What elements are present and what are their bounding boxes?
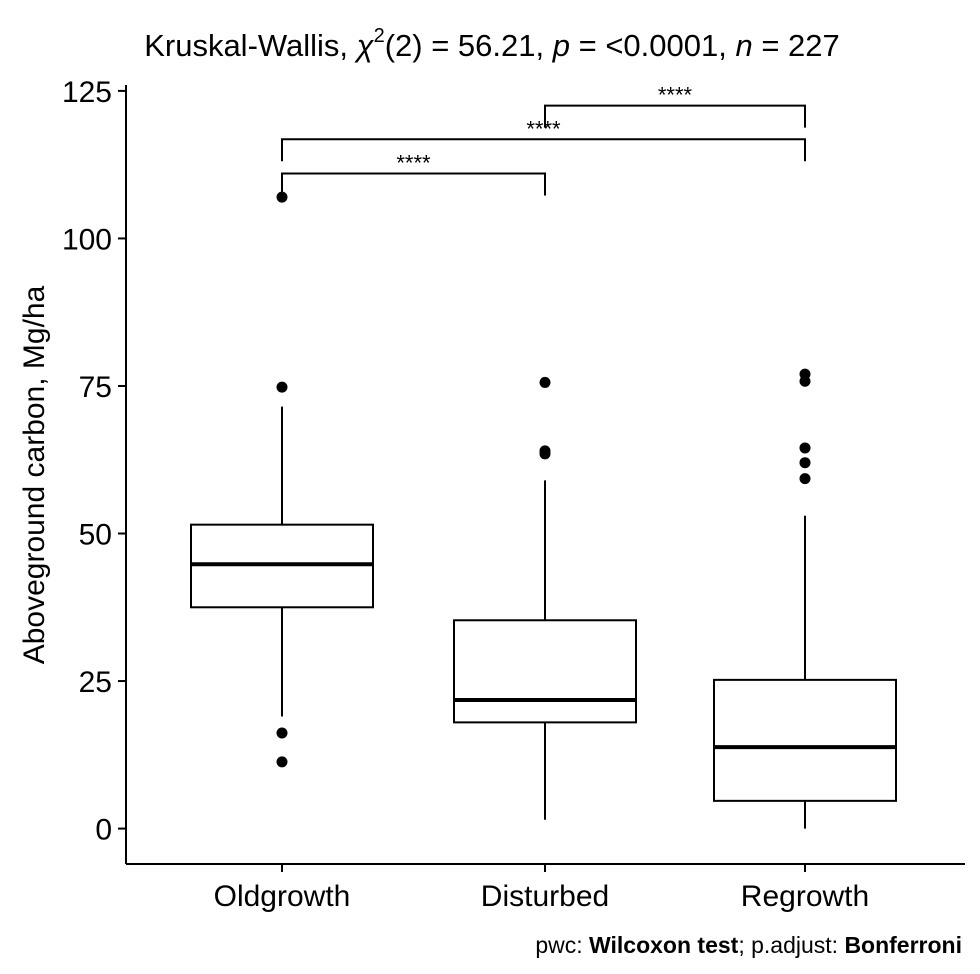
y-tick-label: 75 xyxy=(79,371,112,404)
outlier-point xyxy=(276,381,288,393)
significance-label: **** xyxy=(396,151,431,176)
bracket-line xyxy=(281,172,546,196)
bracket-line xyxy=(544,104,806,128)
title-prefix: Kruskal-Wallis, xyxy=(144,28,356,63)
title-chi-superscript: 2 xyxy=(374,25,385,47)
comparison-oldgrowth-regrowth: **** xyxy=(281,116,806,162)
iqr-box xyxy=(713,678,897,802)
box-oldgrowth xyxy=(190,191,374,768)
outlier-point xyxy=(799,442,811,454)
outlier-point xyxy=(799,457,811,469)
outlier-point xyxy=(276,756,288,768)
x-ticks: Oldgrowth Disturbed Regrowth xyxy=(214,864,869,913)
outlier-point xyxy=(276,191,288,203)
y-tick-label: 25 xyxy=(79,666,112,699)
y-ticks: 0 25 50 75 100 125 xyxy=(62,76,126,847)
y-tick-label: 0 xyxy=(95,814,112,847)
caption: pwc: Wilcoxon test; p.adjust: Bonferroni xyxy=(535,932,962,958)
boxes-layer xyxy=(190,191,897,829)
caption-pwc-label: pwc: xyxy=(535,932,589,958)
outlier-point xyxy=(539,448,551,460)
outlier-point xyxy=(539,376,551,388)
outlier-point xyxy=(276,727,288,739)
y-tick-label: 100 xyxy=(62,223,112,256)
x-tick-label: Disturbed xyxy=(481,880,609,913)
comparison-oldgrowth-disturbed: **** xyxy=(281,151,546,196)
significance-label: **** xyxy=(526,116,561,141)
caption-adjust-value: Bonferroni xyxy=(844,932,962,958)
outlier-point xyxy=(799,473,811,485)
y-tick-label: 125 xyxy=(62,76,112,109)
title-p-label: p xyxy=(552,28,570,63)
title-n-value: = 227 xyxy=(753,28,840,63)
y-axis-label: Aboveground carbon, Mg/ha xyxy=(18,285,51,664)
comparison-disturbed-regrowth: **** xyxy=(544,83,806,128)
box-disturbed xyxy=(453,376,637,820)
comparison-brackets: **** **** **** xyxy=(281,83,806,196)
box-regrowth xyxy=(713,368,897,829)
y-tick-label: 50 xyxy=(79,519,112,552)
caption-pwc-value: Wilcoxon test xyxy=(589,932,739,958)
title-n-label: n xyxy=(735,28,752,63)
iqr-box xyxy=(453,619,637,724)
chart-title: Kruskal-Wallis, χ2(2) = 56.21, p = <0.00… xyxy=(144,25,840,63)
outlier-point xyxy=(799,375,811,387)
title-chi-symbol: χ xyxy=(354,28,375,63)
x-tick-label: Oldgrowth xyxy=(214,880,351,913)
title-p-value: = <0.0001, xyxy=(570,28,735,63)
x-tick-label: Regrowth xyxy=(741,880,869,913)
title-chi-df: (2) = 56.21, xyxy=(385,28,553,63)
caption-adjust-label: ; p.adjust: xyxy=(738,932,844,958)
bracket-line xyxy=(281,138,806,162)
significance-label: **** xyxy=(658,83,693,108)
